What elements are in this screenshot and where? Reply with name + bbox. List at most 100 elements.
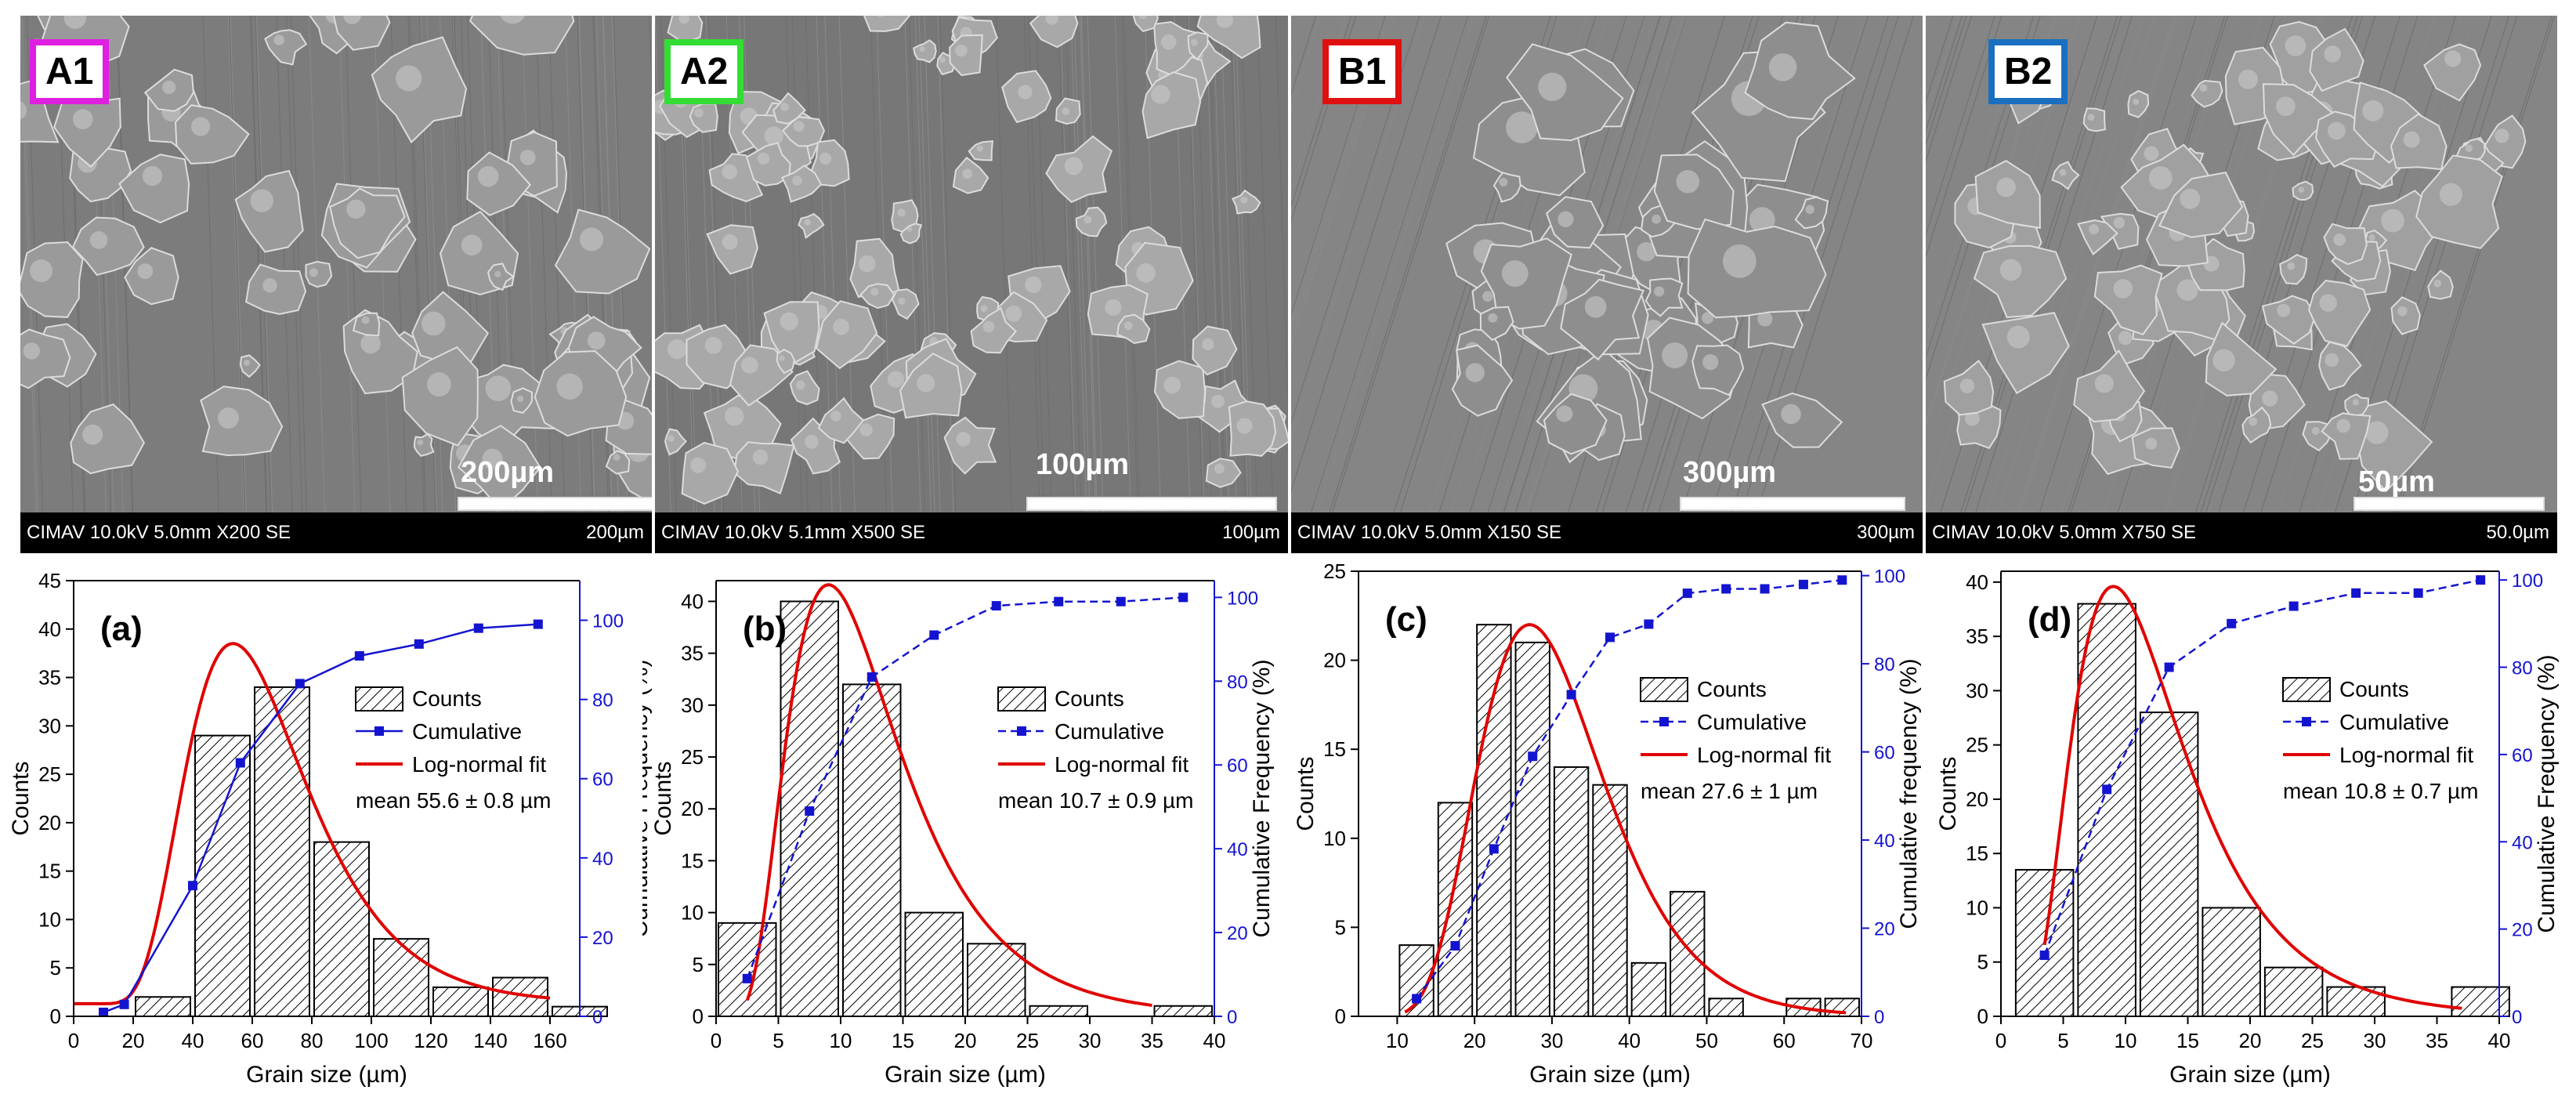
cumulative-point (1644, 619, 1654, 629)
cumulative-point (414, 639, 424, 649)
particle (817, 396, 865, 444)
particle (118, 154, 190, 224)
particle-highlight (694, 107, 704, 118)
particle-highlight (2059, 168, 2067, 176)
sem-info: CIMAV 10.0kV 5.0mm X200 SE (27, 522, 291, 543)
histogram-bar (2202, 907, 2261, 1017)
y-tick-label: 10 (681, 901, 704, 925)
particle-highlight (556, 373, 583, 400)
y2-tick-label: 100 (2512, 570, 2543, 592)
particle-highlight (704, 336, 722, 354)
surface-scratch (2018, 16, 2176, 513)
surface-scratch (1926, 16, 1963, 132)
surface-scratch (1213, 16, 1230, 513)
particle (706, 224, 758, 275)
y-axis-label: Counts (1935, 756, 1961, 831)
y-tick-label: 25 (1966, 733, 1988, 757)
x-axis-label: Grain size (µm) (246, 1062, 407, 1088)
cumulative-point (1054, 596, 1064, 607)
x-tick-label: 40 (1618, 1029, 1641, 1052)
particle-highlight (2439, 183, 2463, 206)
particle-highlight (955, 44, 968, 57)
surface-scratch (1291, 16, 1442, 493)
cumulative-point (1178, 592, 1189, 603)
particle-highlight (613, 454, 620, 461)
particle-highlight (30, 259, 52, 283)
chart-tag: (a) (100, 610, 143, 648)
scale-bar (1680, 497, 1905, 511)
y-tick-label: 10 (1323, 827, 1346, 850)
y-tick-label: 0 (50, 1005, 61, 1028)
sem-info: CIMAV 10.0kV 5.0mm X150 SE (1297, 522, 1562, 543)
particle-highlight (1190, 38, 1198, 46)
particle-highlight (82, 424, 103, 445)
particle-highlight (1163, 376, 1181, 394)
mean-annotation: mean 10.8 ± 0.7 µm (2283, 779, 2478, 803)
particle-highlight (2327, 121, 2346, 140)
x-tick-label: 160 (533, 1029, 566, 1052)
particle-highlight (690, 457, 707, 473)
particle (859, 283, 895, 310)
particle (457, 425, 541, 512)
particle (1029, 16, 1079, 49)
particle-highlight (2333, 234, 2346, 246)
particle (352, 312, 381, 337)
y-tick-label: 30 (1966, 679, 1988, 702)
particle-highlight (898, 297, 906, 305)
particle-highlight (1652, 214, 1661, 224)
y-tick-label: 5 (1977, 950, 1988, 974)
x-tick-label: 60 (1773, 1029, 1796, 1052)
particle-highlight (1202, 338, 1214, 351)
particle-highlight (1781, 404, 1801, 425)
x-tick-label: 140 (473, 1029, 507, 1052)
histogram-bar (1514, 641, 1550, 1017)
histogram-bar (1592, 784, 1628, 1017)
surface-scratch (1073, 16, 1091, 513)
legend-counts-swatch (2282, 677, 2331, 702)
legend-cumulative-label: Cumulative (1697, 710, 1807, 734)
particle (781, 116, 826, 147)
particle-highlight (2262, 390, 2278, 407)
particle-highlight (919, 46, 925, 53)
particle (2279, 253, 2308, 285)
x-tick-label: 80 (301, 1029, 324, 1052)
surface-scratch (522, 16, 539, 513)
particle-highlight (2199, 84, 2208, 92)
particle-highlight (1151, 85, 1170, 104)
particle-highlight (1105, 299, 1122, 317)
y2-tick-label: 80 (2512, 658, 2533, 679)
particle-highlight (262, 278, 277, 293)
particle-highlight (1123, 321, 1133, 331)
legend-counts-label: Counts (1055, 686, 1124, 711)
cumulative-point (99, 1007, 108, 1017)
particle (2093, 264, 2163, 335)
particle-highlight (956, 432, 971, 447)
particle-highlight (2352, 399, 2359, 406)
particle (815, 300, 878, 370)
particle-highlight (780, 103, 789, 111)
particle (913, 39, 937, 63)
particle-highlight (1062, 107, 1070, 115)
particle (174, 104, 250, 165)
particle-highlight (461, 234, 483, 256)
sem-image-a2 (655, 16, 1288, 513)
histogram-bar (313, 841, 370, 1017)
histogram-bar (1670, 890, 1706, 1017)
y2-tick-label: 60 (592, 769, 613, 791)
x-axis-label: Grain size (µm) (2169, 1062, 2331, 1088)
cumulative-point (1566, 690, 1576, 700)
cumulative-point (473, 623, 483, 633)
x-tick-label: 10 (830, 1029, 852, 1052)
particle-highlight (142, 165, 163, 186)
particle-highlight (2325, 353, 2339, 368)
particle-highlight (361, 316, 370, 324)
particle-highlight (494, 270, 501, 277)
particle-highlight (2403, 131, 2420, 148)
particle-highlight (2238, 69, 2258, 89)
particle-highlight (20, 101, 27, 120)
histogram-bar (1708, 998, 1744, 1018)
x-tick-label: 35 (1141, 1029, 1163, 1052)
particle (1187, 31, 1209, 61)
particle (1560, 278, 1644, 361)
particle-highlight (833, 318, 850, 335)
